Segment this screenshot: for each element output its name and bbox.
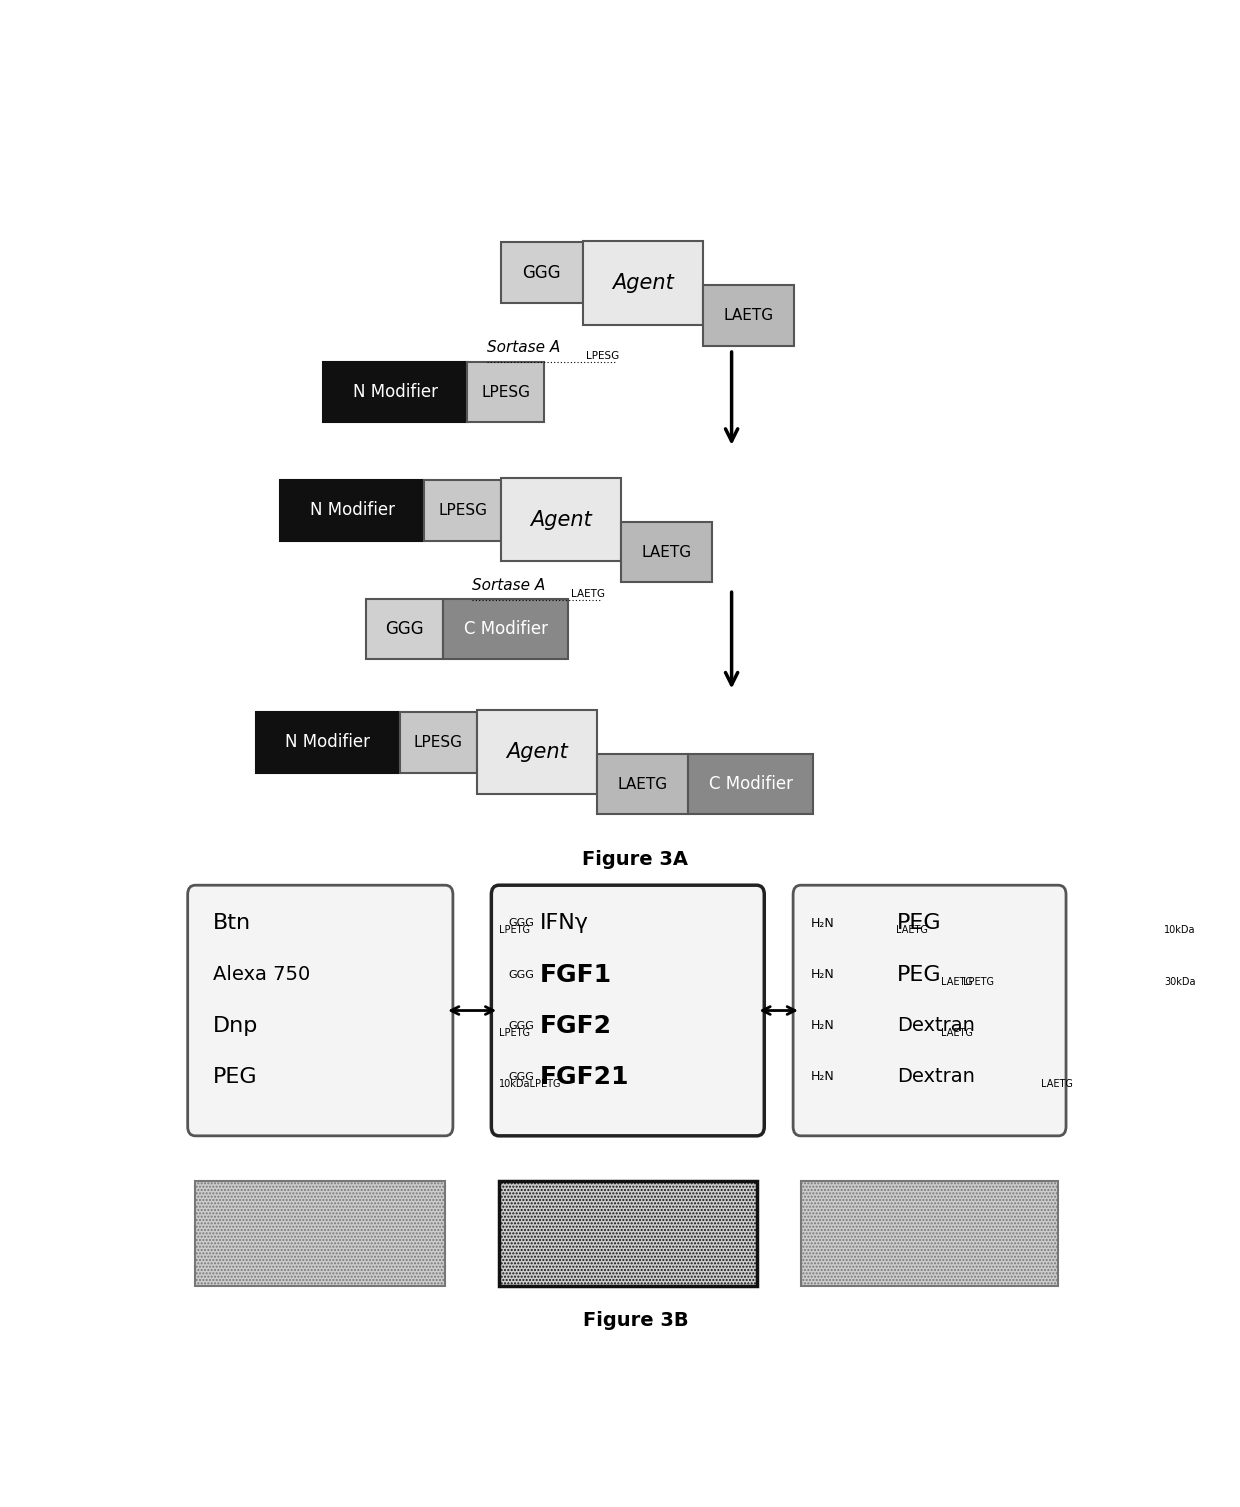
- Text: Agent: Agent: [531, 509, 591, 529]
- Text: LAETG: LAETG: [1042, 1079, 1073, 1088]
- Text: LAETG: LAETG: [941, 977, 972, 987]
- Text: LPETG: LPETG: [498, 925, 529, 936]
- Text: GGG: GGG: [386, 619, 424, 637]
- Bar: [367, 598, 444, 659]
- Text: PEG: PEG: [213, 1067, 257, 1087]
- Text: GGG: GGG: [508, 918, 534, 928]
- Text: Agent: Agent: [611, 273, 673, 292]
- Text: Figure 3A: Figure 3A: [583, 850, 688, 870]
- Text: IFNγ: IFNγ: [539, 913, 589, 933]
- Text: Sortase A: Sortase A: [486, 341, 559, 356]
- Bar: [688, 754, 813, 814]
- Text: Sortase A: Sortase A: [472, 577, 546, 592]
- Text: C Modifier: C Modifier: [464, 619, 548, 637]
- Text: Dextran: Dextran: [897, 1016, 975, 1035]
- Text: GGG: GGG: [522, 264, 562, 282]
- Text: 10kDaLPETG: 10kDaLPETG: [498, 1079, 562, 1088]
- Text: N Modifier: N Modifier: [352, 383, 438, 401]
- FancyBboxPatch shape: [187, 885, 453, 1136]
- Text: LAETG: LAETG: [897, 925, 928, 936]
- Text: FGF2: FGF2: [539, 1014, 611, 1038]
- Bar: [255, 713, 401, 773]
- Bar: [424, 481, 501, 541]
- Text: Btn: Btn: [213, 913, 250, 933]
- Bar: [401, 713, 477, 773]
- Text: LPESG: LPESG: [585, 351, 619, 360]
- Bar: [501, 243, 583, 303]
- Text: GGG: GGG: [508, 969, 534, 980]
- Text: LPETG: LPETG: [498, 1028, 529, 1037]
- FancyBboxPatch shape: [794, 885, 1066, 1136]
- Text: LAETG: LAETG: [641, 544, 692, 559]
- Text: N Modifier: N Modifier: [285, 734, 371, 752]
- Bar: [280, 481, 424, 541]
- Text: N Modifier: N Modifier: [310, 502, 394, 520]
- Text: Dextran: Dextran: [897, 1067, 975, 1087]
- Text: LPESG: LPESG: [481, 384, 531, 399]
- Text: PEG: PEG: [897, 964, 941, 984]
- Text: LPETG: LPETG: [963, 977, 994, 987]
- Text: Dnp: Dnp: [213, 1016, 258, 1035]
- Text: GGG: GGG: [508, 1071, 534, 1082]
- Text: Figure 3B: Figure 3B: [583, 1311, 688, 1329]
- Bar: [196, 1181, 445, 1285]
- Bar: [444, 598, 568, 659]
- Text: PEG: PEG: [897, 913, 941, 933]
- Bar: [596, 754, 688, 814]
- Text: LAETG: LAETG: [723, 307, 774, 322]
- Text: LPESG: LPESG: [438, 503, 487, 518]
- Text: Agent: Agent: [506, 741, 568, 761]
- Text: LAETG: LAETG: [941, 1028, 972, 1037]
- Bar: [703, 285, 794, 345]
- Text: GGG: GGG: [508, 1020, 534, 1031]
- Text: 30kDa: 30kDa: [1164, 977, 1195, 987]
- Text: Alexa 750: Alexa 750: [213, 964, 310, 984]
- Bar: [477, 710, 596, 794]
- Text: 10kDa: 10kDa: [1164, 925, 1195, 936]
- Text: LAETG: LAETG: [618, 776, 668, 791]
- Bar: [498, 1181, 756, 1285]
- Bar: [621, 521, 712, 582]
- Bar: [467, 362, 544, 422]
- Text: H₂N: H₂N: [811, 1070, 835, 1084]
- Text: C Modifier: C Modifier: [709, 775, 792, 793]
- Text: FGF1: FGF1: [539, 963, 611, 987]
- Text: H₂N: H₂N: [811, 916, 835, 930]
- Bar: [583, 241, 703, 324]
- Bar: [501, 478, 621, 562]
- Bar: [324, 362, 467, 422]
- Bar: [801, 1181, 1059, 1285]
- Text: FGF21: FGF21: [539, 1064, 629, 1088]
- Text: LAETG: LAETG: [572, 589, 605, 598]
- Text: LPESG: LPESG: [414, 735, 463, 750]
- FancyBboxPatch shape: [491, 885, 764, 1136]
- Text: H₂N: H₂N: [811, 967, 835, 981]
- Text: H₂N: H₂N: [811, 1019, 835, 1032]
